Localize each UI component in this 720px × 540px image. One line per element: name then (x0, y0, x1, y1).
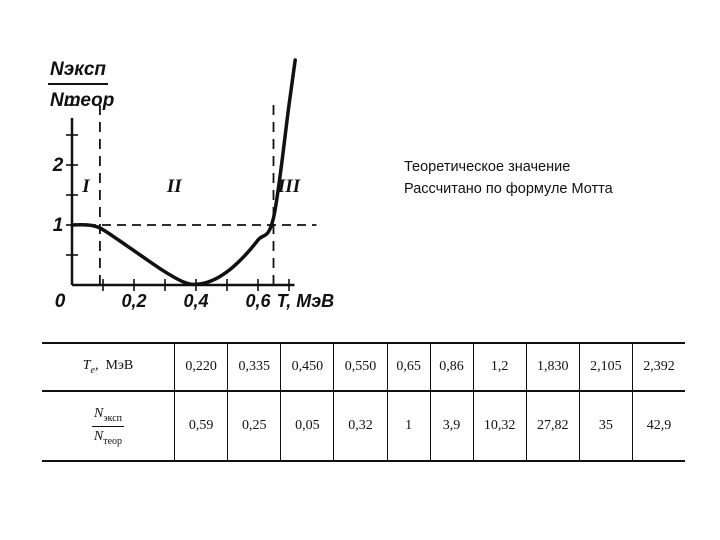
note-line-2: Рассчитано по формуле Мотта (404, 181, 613, 197)
energy-cell: 1,2 (472, 342, 527, 392)
energy-row-header: Te, МэВ (42, 342, 175, 392)
energy-cell: 0,220 (173, 342, 228, 392)
energy-cell: 0,65 (386, 342, 431, 392)
ratio-row-header: Nэксп Nтеор (42, 391, 175, 462)
ratio-cell: 27,82 (525, 391, 580, 462)
y-tick-label: 1 (53, 215, 64, 236)
x-tick-label: 0,6 (245, 291, 271, 311)
note-line-1: Теоретическое значение (404, 159, 571, 175)
chart-series (70, 58, 297, 287)
x-tick-label: 0,4 (183, 291, 208, 311)
ratio-cell: 42,9 (632, 391, 685, 462)
table-row-energy: Te, МэВ 0,220 0,335 0,450 0,550 0,65 0,86 1,2 1… (42, 342, 685, 392)
ratio-cell: 0,59 (173, 391, 228, 462)
ratio-cell: 0,32 (333, 391, 388, 462)
ratio-cell: 1 (386, 391, 431, 462)
series-line (70, 58, 297, 287)
y-axis-label-denominator: Nтеор (50, 90, 114, 111)
ratio-cell: 0,05 (280, 391, 334, 462)
x-tick-label: 0,2 (121, 291, 146, 311)
energy-cell: 0,450 (280, 342, 334, 392)
annotation-note: Теоретическое значение Рассчитано по фор… (404, 156, 613, 200)
energy-cell: 2,392 (632, 342, 685, 392)
chart-axes (70, 118, 295, 287)
table-row-ratio: Nэксп Nтеор 0,59 0,25 0,05 0,32 1 3,9 10,32 27,… (42, 391, 685, 462)
chart-guides (72, 103, 317, 285)
y-tick-label: 2 (52, 155, 64, 176)
region-label: III (277, 176, 301, 197)
chart-ticks: 0,2 0,4 0,6 0 1 2 (52, 104, 290, 312)
origin-label: 0 (55, 291, 66, 312)
energy-cell: 0,86 (429, 342, 474, 392)
energy-cell: 0,550 (333, 342, 388, 392)
y-axis-label-numerator: Nэксп (50, 59, 106, 80)
ratio-cell: 3,9 (429, 391, 474, 462)
energy-cell: 0,335 (227, 342, 281, 392)
region-label: I (81, 176, 90, 197)
ratio-cell: 0,25 (227, 391, 281, 462)
region-label: II (166, 176, 182, 197)
energy-cell: 1,830 (525, 342, 580, 392)
ratio-cell: 10,32 (472, 391, 527, 462)
x-axis-label: T, МэВ (277, 291, 335, 311)
ratio-cell: 35 (578, 391, 633, 462)
data-table: Te, МэВ 0,220 0,335 0,450 0,550 0,65 0,86 1,2 1… (42, 342, 685, 462)
energy-cell: 2,105 (578, 342, 633, 392)
